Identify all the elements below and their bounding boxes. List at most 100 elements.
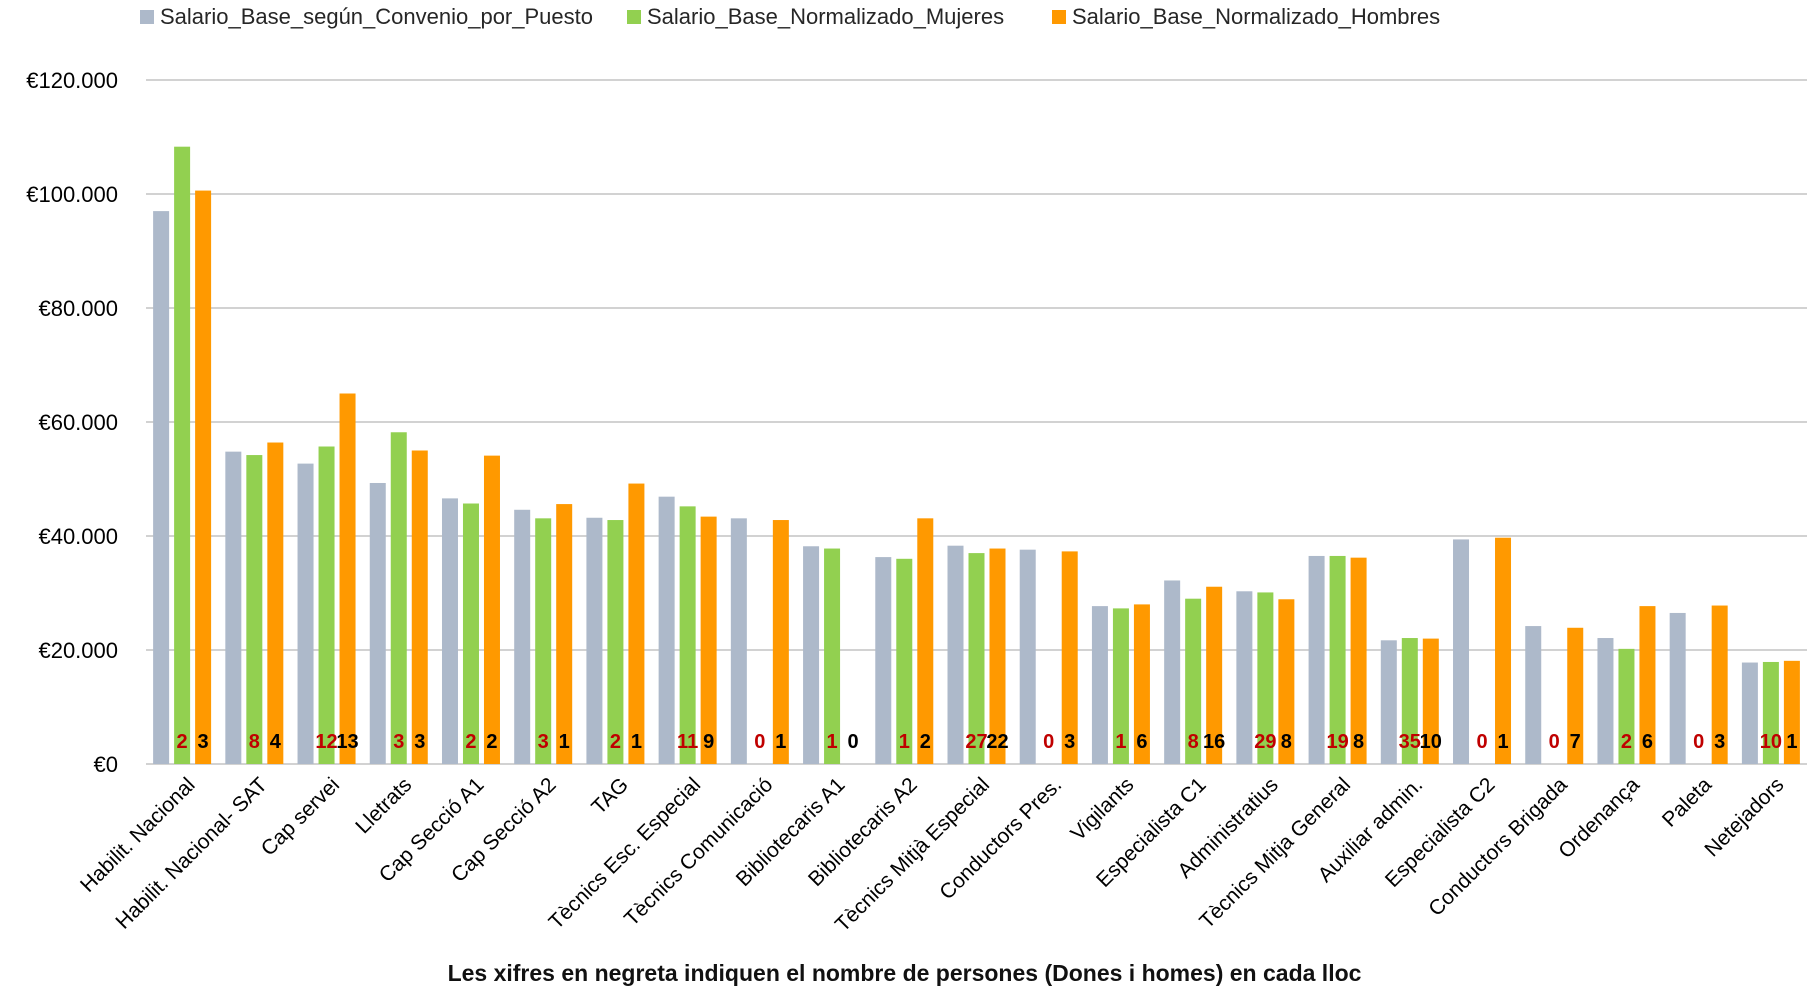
count-label-men: 6 bbox=[1642, 731, 1653, 753]
count-label-women: 1 bbox=[1115, 731, 1126, 753]
bar-mujeres bbox=[1257, 592, 1274, 764]
count-label-women: 2 bbox=[465, 731, 476, 753]
count-label-women: 19 bbox=[1326, 731, 1348, 753]
y-tick-label: €100.000 bbox=[26, 182, 118, 207]
bar-hombres bbox=[1350, 557, 1367, 764]
x-category-label: Vigilants bbox=[1066, 773, 1138, 845]
x-category-label: Paleta bbox=[1658, 773, 1717, 832]
count-label-men: 10 bbox=[1420, 731, 1442, 753]
count-label-men: 3 bbox=[1714, 731, 1725, 753]
bar-hombres bbox=[1495, 537, 1512, 764]
count-label-women: 2 bbox=[1621, 731, 1632, 753]
bar-mujeres bbox=[535, 518, 552, 764]
count-label-men: 1 bbox=[631, 731, 642, 753]
x-category-label: Lletrats bbox=[351, 773, 416, 838]
legend-item-mujeres: Salario_Base_Normalizado_Mujeres bbox=[627, 4, 1004, 30]
bar-hombres bbox=[1783, 660, 1800, 764]
bar-hombres bbox=[989, 548, 1006, 764]
bar-mujeres bbox=[824, 548, 841, 764]
y-tick-label: €20.000 bbox=[38, 638, 118, 663]
count-label-women: 0 bbox=[1476, 731, 1487, 753]
bar-mujeres bbox=[679, 506, 696, 764]
count-label-women: 8 bbox=[1188, 731, 1199, 753]
bar-convenio bbox=[1091, 606, 1108, 764]
bar-convenio bbox=[1669, 612, 1686, 764]
bar-mujeres bbox=[462, 503, 479, 764]
count-label-men: 7 bbox=[1570, 731, 1581, 753]
bar-convenio bbox=[1308, 555, 1325, 764]
count-label-men: 2 bbox=[920, 731, 931, 753]
bar-convenio bbox=[1453, 539, 1470, 764]
legend-label-convenio: Salario_Base_según_Convenio_por_Puesto bbox=[160, 4, 593, 29]
chart-footnote: Les xifres en negreta indiquen el nombre… bbox=[447, 960, 1362, 986]
bar-convenio bbox=[1525, 626, 1542, 764]
bar-convenio bbox=[875, 557, 892, 764]
count-label-men: 3 bbox=[198, 731, 209, 753]
count-label-women: 0 bbox=[1043, 731, 1054, 753]
bar-convenio bbox=[1236, 591, 1253, 764]
count-label-women: 27 bbox=[965, 731, 987, 753]
count-label-women: 0 bbox=[1549, 731, 1560, 753]
bar-mujeres bbox=[968, 553, 985, 764]
y-tick-label: €80.000 bbox=[38, 296, 118, 321]
count-label-men: 4 bbox=[270, 731, 282, 753]
bar-mujeres bbox=[318, 446, 335, 764]
bar-hombres bbox=[772, 520, 789, 764]
count-label-men: 9 bbox=[703, 731, 714, 753]
legend-label-mujeres: Salario_Base_Normalizado_Mujeres bbox=[647, 4, 1005, 29]
bar-convenio bbox=[1741, 662, 1758, 764]
count-label-men: 3 bbox=[1064, 731, 1075, 753]
bar-hombres bbox=[1567, 627, 1584, 764]
count-label-women: 3 bbox=[393, 731, 404, 753]
bar-hombres bbox=[195, 190, 212, 764]
bar-hombres bbox=[1206, 586, 1223, 764]
count-label-women: 2 bbox=[610, 731, 621, 753]
bar-hombres bbox=[483, 455, 500, 764]
bar-convenio bbox=[586, 517, 603, 764]
bar-hombres bbox=[628, 483, 645, 764]
bar-convenio bbox=[1019, 549, 1036, 764]
bar-convenio bbox=[947, 545, 964, 764]
count-label-men: 8 bbox=[1353, 731, 1364, 753]
count-label-men: 16 bbox=[1203, 731, 1225, 753]
count-label-men: 2 bbox=[486, 731, 497, 753]
bar-mujeres bbox=[607, 520, 624, 764]
chart-legend: Salario_Base_según_Convenio_por_Puesto S… bbox=[0, 4, 1809, 34]
bar-hombres bbox=[1422, 638, 1439, 764]
count-label-men: 1 bbox=[1786, 731, 1797, 753]
count-label-women: 2 bbox=[177, 731, 188, 753]
bar-convenio bbox=[658, 496, 675, 764]
bar-convenio bbox=[514, 509, 531, 764]
bar-convenio bbox=[803, 546, 820, 764]
bar-convenio bbox=[441, 498, 458, 764]
count-label-women: 10 bbox=[1760, 731, 1782, 753]
bar-hombres bbox=[411, 450, 428, 764]
bar-mujeres bbox=[1329, 555, 1346, 764]
bar-hombres bbox=[917, 518, 934, 764]
y-tick-label: €60.000 bbox=[38, 410, 118, 435]
y-tick-label: €40.000 bbox=[38, 524, 118, 549]
bar-convenio bbox=[1164, 580, 1181, 764]
bar-convenio bbox=[369, 482, 386, 764]
count-label-women: 1 bbox=[827, 731, 838, 753]
bar-hombres bbox=[556, 504, 573, 764]
bar-mujeres bbox=[390, 432, 407, 764]
legend-swatch-hombres bbox=[1052, 10, 1066, 24]
bar-convenio bbox=[297, 463, 314, 764]
x-category-label: Conductors Brigada bbox=[1424, 773, 1572, 921]
y-tick-label: €120.000 bbox=[26, 68, 118, 93]
bar-convenio bbox=[225, 451, 242, 764]
x-category-label: Conductors Pres. bbox=[935, 773, 1066, 904]
legend-label-hombres: Salario_Base_Normalizado_Hombres bbox=[1072, 4, 1441, 29]
bar-convenio bbox=[730, 518, 747, 764]
bar-hombres bbox=[700, 516, 717, 764]
bar-hombres bbox=[1061, 551, 1078, 764]
bar-mujeres bbox=[1762, 661, 1779, 764]
x-category-label: TAG bbox=[587, 773, 633, 819]
count-label-women: 8 bbox=[249, 731, 260, 753]
x-category-label: Cap servei bbox=[257, 773, 344, 860]
bar-convenio bbox=[153, 211, 170, 765]
count-label-women: 11 bbox=[677, 731, 698, 753]
count-label-men: 1 bbox=[1497, 731, 1508, 753]
